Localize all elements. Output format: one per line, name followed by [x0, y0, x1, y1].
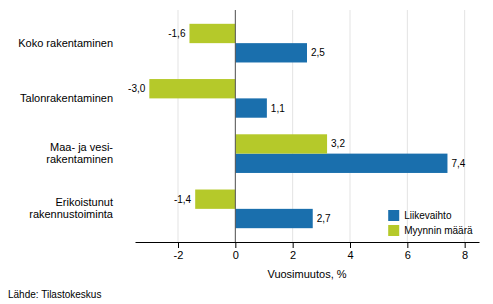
- x-tick: 4: [347, 242, 353, 261]
- grid-line: [350, 10, 351, 242]
- data-label: 7,4: [451, 158, 465, 169]
- y-tick: Erikoistunutrakennustoiminta: [29, 196, 135, 220]
- data-labels: 2,5 1,1 7,4 2,7 -1,6 -3,0 3,2 -1,4: [128, 28, 466, 224]
- grid-line: [407, 10, 408, 242]
- bar: [235, 43, 307, 62]
- x-tick-label: 6: [405, 249, 411, 261]
- y-tick-label: Koko rakentaminen: [18, 37, 113, 49]
- annotation: Lähde: Tilastokeskus: [8, 289, 101, 300]
- data-label: -1,4: [174, 194, 192, 205]
- x-tick-label: 4: [347, 249, 353, 261]
- y-tick-label: Talonrakentaminen: [20, 92, 113, 104]
- grid-line: [235, 10, 236, 242]
- x-tick-mark: [235, 242, 236, 248]
- legend: Liikevaihto Myynnin määrä: [388, 210, 473, 236]
- y-tick-label-line: Maa- ja vesi-: [50, 141, 113, 153]
- y-tick: Koko rakentaminen: [18, 37, 135, 49]
- x-tick: 8: [462, 242, 468, 261]
- y-tick: Talonrakentaminen: [20, 92, 135, 104]
- bar: [235, 134, 327, 153]
- legend-item: Myynnin määrä: [388, 225, 473, 236]
- x-tick-mark: [465, 242, 466, 248]
- x-tick-mark: [407, 242, 408, 248]
- y-tick-label-line: Talonrakentaminen: [20, 92, 113, 104]
- legend-label: Myynnin määrä: [404, 225, 473, 236]
- data-label: 3,2: [331, 138, 345, 149]
- bar: [149, 79, 235, 98]
- chart-svg: 2,5 1,1 7,4 2,7 -1,6 -3,0 3,2 -1,4 -2 0 2 4 6 8 Koko r…: [0, 0, 493, 304]
- grid: [178, 10, 465, 242]
- x-axis-line: [136, 242, 480, 243]
- x-tick: 2: [290, 242, 296, 261]
- legend-label: Liikevaihto: [404, 210, 452, 221]
- grid-line: [178, 10, 179, 242]
- bar: [189, 24, 235, 43]
- legend-swatch: [388, 210, 399, 221]
- x-axis-title: Vuosimuutos, %: [267, 268, 346, 280]
- x-tick-label: -2: [174, 249, 184, 261]
- y-tick-label: Erikoistunutrakennustoiminta: [29, 196, 114, 220]
- x-tick: 6: [405, 242, 411, 261]
- y-tick: Maa- ja vesi-rakentaminen: [46, 141, 135, 165]
- bars: [149, 24, 447, 228]
- chart-container: 2,5 1,1 7,4 2,7 -1,6 -3,0 3,2 -1,4 -2 0 2 4 6 8 Koko r…: [0, 0, 493, 304]
- data-label: 1,1: [271, 103, 285, 114]
- y-tick-label-line: rakentaminen: [46, 153, 113, 165]
- y-tick-label-line: Erikoistunut: [56, 196, 113, 208]
- x-tick-mark: [293, 242, 294, 248]
- data-label: 2,5: [311, 47, 325, 58]
- legend-item: Liikevaihto: [388, 210, 452, 221]
- bar: [235, 209, 312, 228]
- y-tick-label: Maa- ja vesi-rakentaminen: [46, 141, 113, 165]
- bar-series: [149, 24, 327, 209]
- data-label: -1,6: [168, 28, 186, 39]
- y-axis: Koko rakentaminen Talonrakentaminen Maa- j…: [18, 37, 135, 221]
- plot-area: 2,5 1,1 7,4 2,7 -1,6 -3,0 3,2 -1,4 -2 0 2 4 6 8 Koko r…: [18, 10, 479, 261]
- x-tick-mark: [350, 242, 351, 248]
- bar-series: [235, 43, 447, 228]
- bar: [195, 190, 235, 209]
- x-tick: -2: [174, 242, 184, 261]
- grid-line: [464, 10, 465, 242]
- legend-swatch: [388, 225, 399, 236]
- x-tick-mark: [178, 242, 179, 248]
- x-axis: -2 0 2 4 6 8: [136, 242, 480, 261]
- x-tick-label: 0: [233, 249, 239, 261]
- data-label: -3,0: [128, 83, 146, 94]
- zero-line: [235, 10, 236, 242]
- x-tick-label: 8: [462, 249, 468, 261]
- y-tick-label-line: rakennustoiminta: [29, 208, 114, 220]
- bar: [235, 98, 267, 117]
- x-tick: 0: [233, 242, 239, 261]
- bar: [235, 154, 447, 173]
- x-tick-label: 2: [290, 249, 296, 261]
- data-label: 2,7: [317, 213, 331, 224]
- y-tick-label-line: Koko rakentaminen: [18, 37, 113, 49]
